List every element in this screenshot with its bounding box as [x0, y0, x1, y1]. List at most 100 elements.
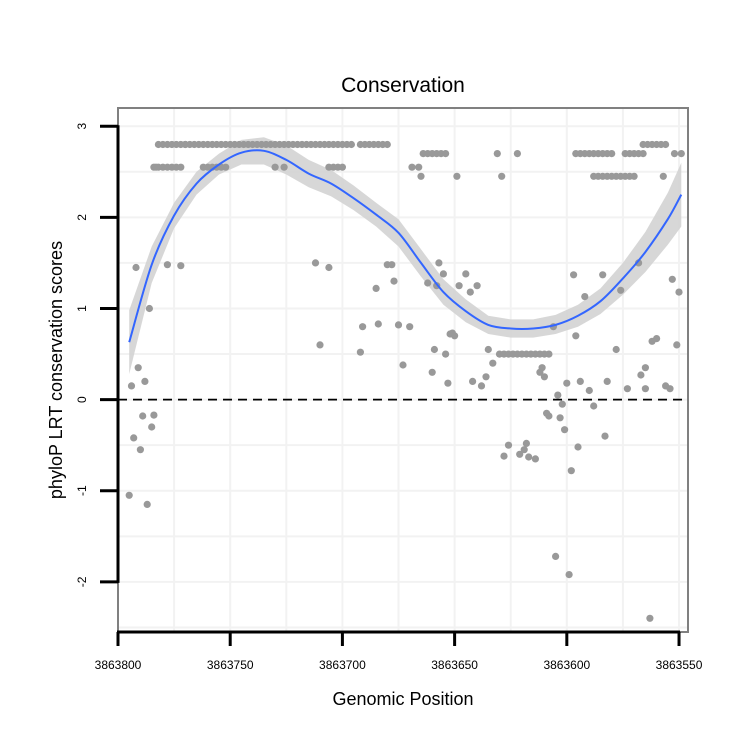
x-tick-label: 3863600: [543, 658, 590, 672]
data-point: [316, 341, 324, 349]
data-point: [280, 163, 288, 171]
data-point: [435, 259, 443, 267]
data-point: [143, 500, 151, 508]
data-point: [565, 571, 573, 579]
data-point: [390, 277, 398, 285]
data-point: [489, 359, 497, 367]
data-point: [148, 423, 156, 431]
data-point: [127, 382, 136, 390]
data-point: [145, 304, 153, 313]
data-point: [141, 377, 149, 385]
data-point: [558, 400, 566, 408]
data-point: [469, 377, 477, 385]
data-point: [473, 282, 481, 290]
x-tick-label: 3863750: [207, 658, 254, 672]
data-point: [623, 385, 632, 393]
data-point: [430, 345, 438, 354]
data-point: [567, 467, 575, 475]
data-point: [572, 332, 580, 340]
data-point: [612, 345, 620, 354]
data-point: [581, 293, 589, 301]
data-point: [359, 323, 367, 331]
data-point: [662, 140, 670, 149]
y-tick-label: -1: [75, 485, 89, 496]
data-point: [545, 350, 553, 358]
data-point: [522, 439, 531, 447]
panel-background: [118, 108, 688, 632]
data-point: [576, 377, 584, 385]
data-point: [552, 552, 560, 561]
chart-title: Conservation: [341, 74, 465, 97]
data-point: [513, 150, 522, 158]
data-point: [653, 335, 661, 343]
data-points: [125, 140, 685, 622]
smooth-curve: [128, 149, 683, 343]
data-point: [453, 172, 461, 180]
data-point: [545, 412, 553, 420]
data-point: [556, 414, 564, 422]
data-point: [670, 150, 679, 158]
data-point: [500, 452, 508, 460]
data-point: [462, 270, 470, 278]
data-point: [630, 172, 638, 180]
data-point: [675, 288, 683, 296]
data-point: [424, 279, 432, 287]
data-point: [599, 271, 607, 279]
data-point: [163, 261, 171, 269]
data-point: [603, 377, 611, 385]
data-point: [659, 172, 667, 180]
data-point: [383, 140, 391, 149]
data-point: [590, 402, 598, 410]
data-point: [417, 172, 425, 180]
data-point: [139, 412, 147, 420]
data-point: [428, 368, 436, 376]
data-point: [388, 261, 396, 269]
data-point: [181, 140, 189, 149]
y-tick-label: 3: [75, 123, 89, 130]
gridlines: [118, 108, 688, 632]
data-point: [668, 275, 676, 283]
data-point: [493, 150, 501, 158]
data-point: [134, 364, 142, 372]
data-point: [617, 286, 625, 294]
y-axis-label: phyloP LRT conservation scores: [46, 241, 66, 499]
data-point: [677, 150, 685, 158]
data-point: [646, 614, 654, 622]
data-point: [372, 284, 380, 292]
data-point: [136, 446, 144, 454]
data-point: [538, 364, 546, 372]
data-point: [177, 262, 185, 270]
data-point: [399, 361, 407, 369]
data-point: [394, 321, 403, 329]
data-point: [525, 453, 533, 461]
data-point: [347, 140, 355, 149]
data-point: [477, 382, 486, 390]
data-point: [152, 163, 160, 171]
data-point: [130, 434, 138, 442]
data-point: [415, 163, 423, 171]
y-tick-label: -2: [75, 576, 89, 587]
data-point: [635, 259, 643, 267]
x-tick-label: 3863550: [656, 658, 703, 672]
data-point: [673, 341, 681, 349]
data-point: [406, 323, 414, 331]
data-point: [574, 443, 582, 451]
data-point: [520, 446, 528, 454]
data-point: [442, 350, 450, 358]
x-tick-label: 3863800: [95, 658, 142, 672]
y-tick-label: 1: [75, 305, 89, 312]
data-point: [516, 450, 524, 458]
data-point: [482, 373, 490, 381]
x-axis: 3863800 3863750 3863700 3863650 3863600 38635…: [95, 630, 703, 672]
data-point: [408, 163, 416, 171]
data-point: [639, 150, 647, 158]
y-tick-label: 0: [75, 396, 89, 403]
data-point: [338, 163, 346, 171]
data-point: [442, 150, 450, 158]
data-point: [585, 386, 593, 395]
x-axis-label: Genomic Position: [332, 689, 473, 709]
data-point: [325, 263, 333, 272]
x-tick-label: 3863650: [431, 658, 478, 672]
data-point: [125, 491, 133, 499]
